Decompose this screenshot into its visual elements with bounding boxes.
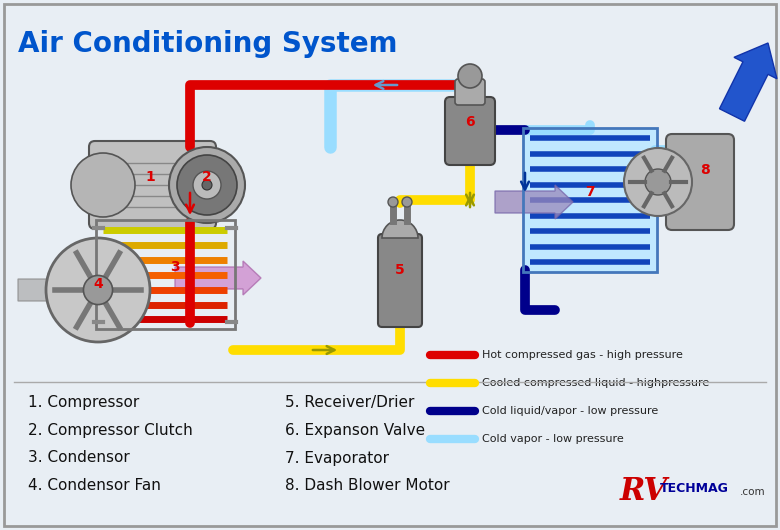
Text: Air Conditioning System: Air Conditioning System — [18, 30, 398, 58]
FancyArrow shape — [495, 185, 573, 219]
Circle shape — [202, 180, 212, 190]
Circle shape — [71, 153, 135, 217]
Text: TECHMAG: TECHMAG — [660, 481, 729, 494]
Circle shape — [624, 148, 692, 216]
FancyBboxPatch shape — [89, 141, 216, 229]
Text: 1: 1 — [145, 170, 155, 184]
FancyArrow shape — [719, 43, 777, 121]
Circle shape — [645, 169, 671, 195]
Text: Hot compressed gas - high pressure: Hot compressed gas - high pressure — [482, 350, 682, 360]
FancyBboxPatch shape — [445, 97, 495, 165]
Text: Cold liquid/vapor - low pressure: Cold liquid/vapor - low pressure — [482, 406, 658, 416]
Text: 3: 3 — [170, 260, 180, 274]
FancyArrow shape — [175, 261, 261, 295]
Circle shape — [169, 147, 245, 223]
Text: Cold vapor - low pressure: Cold vapor - low pressure — [482, 434, 624, 444]
Circle shape — [193, 171, 221, 199]
Circle shape — [83, 276, 112, 305]
Text: 5: 5 — [395, 263, 405, 277]
FancyBboxPatch shape — [523, 128, 657, 272]
Text: 6. Expanson Valve: 6. Expanson Valve — [285, 422, 425, 437]
Circle shape — [46, 238, 150, 342]
FancyBboxPatch shape — [455, 79, 485, 105]
Text: 7: 7 — [585, 185, 595, 199]
Text: 2: 2 — [202, 170, 212, 184]
Circle shape — [402, 197, 412, 207]
FancyBboxPatch shape — [666, 134, 734, 230]
Text: 7. Evaporator: 7. Evaporator — [285, 450, 389, 465]
Text: 3. Condensor: 3. Condensor — [28, 450, 129, 465]
Text: 4: 4 — [93, 277, 103, 291]
Text: .com: .com — [740, 487, 766, 497]
Text: 6: 6 — [465, 115, 475, 129]
Text: 2. Compressor Clutch: 2. Compressor Clutch — [28, 422, 193, 437]
Circle shape — [458, 64, 482, 88]
Text: 8: 8 — [700, 163, 710, 177]
FancyArrow shape — [18, 273, 62, 307]
Text: RV: RV — [620, 476, 668, 508]
Text: 5. Receiver/Drier: 5. Receiver/Drier — [285, 394, 414, 410]
Text: Cooled compressed liquid - highpressure: Cooled compressed liquid - highpressure — [482, 378, 709, 388]
Text: 1. Compressor: 1. Compressor — [28, 394, 140, 410]
FancyBboxPatch shape — [378, 234, 422, 327]
Circle shape — [388, 197, 398, 207]
Text: 4. Condensor Fan: 4. Condensor Fan — [28, 479, 161, 493]
Text: 8. Dash Blower Motor: 8. Dash Blower Motor — [285, 479, 449, 493]
FancyBboxPatch shape — [4, 4, 776, 526]
Wedge shape — [382, 220, 418, 238]
Circle shape — [177, 155, 237, 215]
